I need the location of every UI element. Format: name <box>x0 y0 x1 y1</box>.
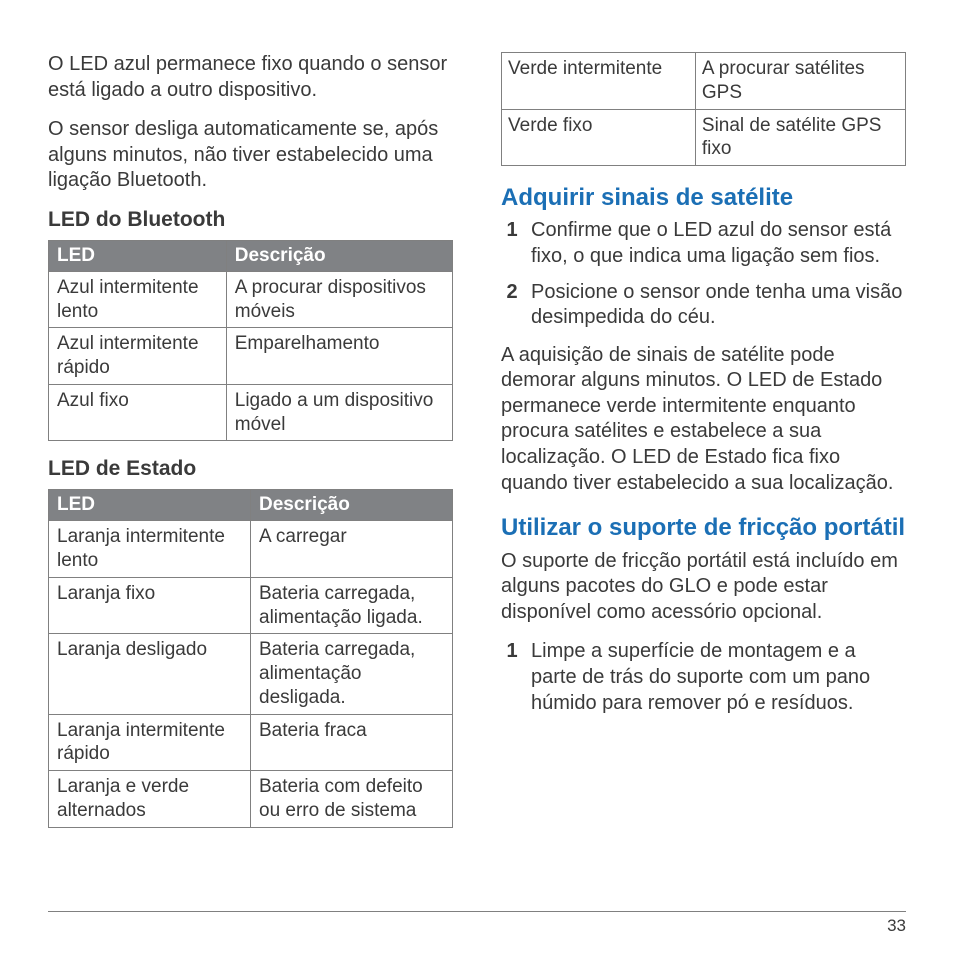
page-number: 33 <box>887 916 906 936</box>
cell-led: Laranja e verde alternados <box>49 771 251 828</box>
table-header-row: LED Descrição <box>49 490 453 521</box>
table-row: Verde intermitente A procurar satélites … <box>502 53 906 110</box>
bluetooth-led-heading: LED do Bluetooth <box>48 208 453 232</box>
step-number: 1 <box>501 218 523 244</box>
satellite-steps: 1 Confirme que o LED azul do sensor está… <box>501 218 906 330</box>
col-header-led: LED <box>49 240 227 271</box>
cell-led: Azul intermitente rápido <box>49 328 227 385</box>
table-row: Laranja intermitente lento A carregar <box>49 521 453 578</box>
table-row: Azul fixo Ligado a um dispositivo móvel <box>49 384 453 441</box>
list-item: 1 Confirme que o LED azul do sensor está… <box>501 218 906 269</box>
col-header-desc: Descrição <box>226 240 452 271</box>
cell-led: Laranja desligado <box>49 634 251 714</box>
step-text: Confirme que o LED azul do sensor está f… <box>531 219 891 267</box>
satellite-para: A aquisição de sinais de satélite pode d… <box>501 343 906 497</box>
step-number: 1 <box>501 639 523 665</box>
cell-desc: Bateria carregada, alimentação ligada. <box>251 577 453 634</box>
table-row: Laranja e verde alternados Bateria com d… <box>49 771 453 828</box>
list-item: 2 Posicione o sensor onde tenha uma visã… <box>501 280 906 331</box>
cell-led: Azul intermitente lento <box>49 271 227 328</box>
cell-desc: A procurar satélites GPS <box>695 53 905 110</box>
step-number: 2 <box>501 280 523 306</box>
cell-led: Laranja intermitente rápido <box>49 714 251 771</box>
bluetooth-led-table: LED Descrição Azul intermitente lento A … <box>48 240 453 442</box>
page-columns: O LED azul permanece fixo quando o senso… <box>48 52 906 844</box>
mount-para: O suporte de fricção portátil está inclu… <box>501 549 906 626</box>
table-row: Azul intermitente rápido Emparelhamento <box>49 328 453 385</box>
table-row: Verde fixo Sinal de satélite GPS fixo <box>502 109 906 166</box>
mount-heading: Utilizar o suporte de fricção portátil <box>501 514 906 542</box>
mount-steps: 1 Limpe a superfície de montagem e a par… <box>501 639 906 716</box>
cell-led: Verde intermitente <box>502 53 696 110</box>
cell-desc: Bateria carregada, alimentação desligada… <box>251 634 453 714</box>
cell-desc: A procurar dispositivos móveis <box>226 271 452 328</box>
cell-led: Verde fixo <box>502 109 696 166</box>
cell-led: Laranja fixo <box>49 577 251 634</box>
table-header-row: LED Descrição <box>49 240 453 271</box>
state-led-heading: LED de Estado <box>48 457 453 481</box>
table-row: Azul intermitente lento A procurar dispo… <box>49 271 453 328</box>
gps-led-table: Verde intermitente A procurar satélites … <box>501 52 906 166</box>
intro-para-1: O LED azul permanece fixo quando o senso… <box>48 52 453 103</box>
cell-desc: Sinal de satélite GPS fixo <box>695 109 905 166</box>
step-text: Limpe a superfície de montagem e a parte… <box>531 640 870 713</box>
table-row: Laranja desligado Bateria carregada, ali… <box>49 634 453 714</box>
col-header-desc: Descrição <box>251 490 453 521</box>
table-row: Laranja intermitente rápido Bateria frac… <box>49 714 453 771</box>
cell-led: Azul fixo <box>49 384 227 441</box>
cell-desc: Emparelhamento <box>226 328 452 385</box>
cell-led: Laranja intermitente lento <box>49 521 251 578</box>
cell-desc: Ligado a um dispositivo móvel <box>226 384 452 441</box>
intro-para-2: O sensor desliga automaticamente se, apó… <box>48 117 453 194</box>
cell-desc: A carregar <box>251 521 453 578</box>
table-row: Laranja fixo Bateria carregada, alimenta… <box>49 577 453 634</box>
footer-rule <box>48 911 906 912</box>
state-led-table: LED Descrição Laranja intermitente lento… <box>48 489 453 827</box>
left-column: O LED azul permanece fixo quando o senso… <box>48 52 453 844</box>
satellite-heading: Adquirir sinais de satélite <box>501 184 906 212</box>
step-text: Posicione o sensor onde tenha uma visão … <box>531 281 902 329</box>
right-column: Verde intermitente A procurar satélites … <box>501 52 906 844</box>
list-item: 1 Limpe a superfície de montagem e a par… <box>501 639 906 716</box>
cell-desc: Bateria com defeito ou erro de sistema <box>251 771 453 828</box>
cell-desc: Bateria fraca <box>251 714 453 771</box>
col-header-led: LED <box>49 490 251 521</box>
